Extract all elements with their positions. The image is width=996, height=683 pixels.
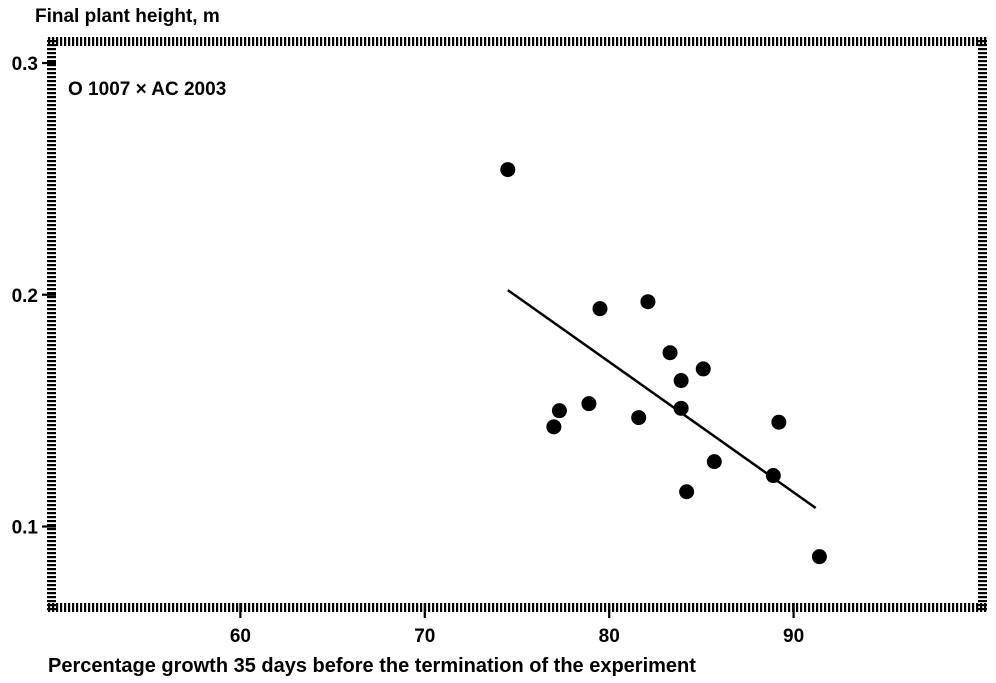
data-point bbox=[695, 361, 711, 377]
y-axis-label: Final plant height, m bbox=[35, 6, 220, 27]
data-point bbox=[662, 345, 678, 361]
data-point bbox=[706, 454, 722, 470]
x-tick-label: 60 bbox=[230, 626, 251, 647]
regression-line bbox=[507, 289, 817, 509]
frame-right bbox=[978, 38, 987, 611]
data-point bbox=[592, 301, 608, 317]
data-point bbox=[679, 484, 695, 500]
data-point bbox=[640, 294, 656, 310]
data-point bbox=[771, 414, 787, 430]
data-point bbox=[673, 400, 689, 416]
frame-left bbox=[47, 38, 56, 611]
frame-bottom bbox=[48, 603, 988, 612]
x-axis-label: Percentage growth 35 days before the ter… bbox=[48, 655, 696, 677]
data-points bbox=[500, 162, 827, 565]
plot-frame bbox=[47, 37, 988, 612]
y-axis: 0.1 0.2 0.3 bbox=[12, 54, 56, 539]
data-point bbox=[581, 396, 597, 412]
x-tick-label: 70 bbox=[414, 626, 435, 647]
y-tick-label: 0.2 bbox=[12, 286, 38, 307]
data-point bbox=[673, 373, 689, 389]
data-point bbox=[500, 162, 516, 178]
data-point bbox=[546, 419, 562, 435]
data-point bbox=[631, 410, 647, 426]
data-point bbox=[551, 403, 567, 419]
data-point bbox=[811, 549, 827, 565]
x-tick-label: 80 bbox=[599, 626, 620, 647]
y-tick-label: 0.1 bbox=[12, 518, 39, 539]
y-tick-label: 0.3 bbox=[12, 54, 38, 75]
cross-annotation: O 1007 × AC 2003 bbox=[68, 79, 226, 100]
trend-line-group bbox=[507, 289, 817, 509]
data-point bbox=[765, 468, 781, 484]
x-tick-label: 90 bbox=[783, 626, 804, 647]
x-axis: 60 70 80 90 bbox=[230, 603, 804, 647]
frame-top bbox=[48, 37, 988, 46]
